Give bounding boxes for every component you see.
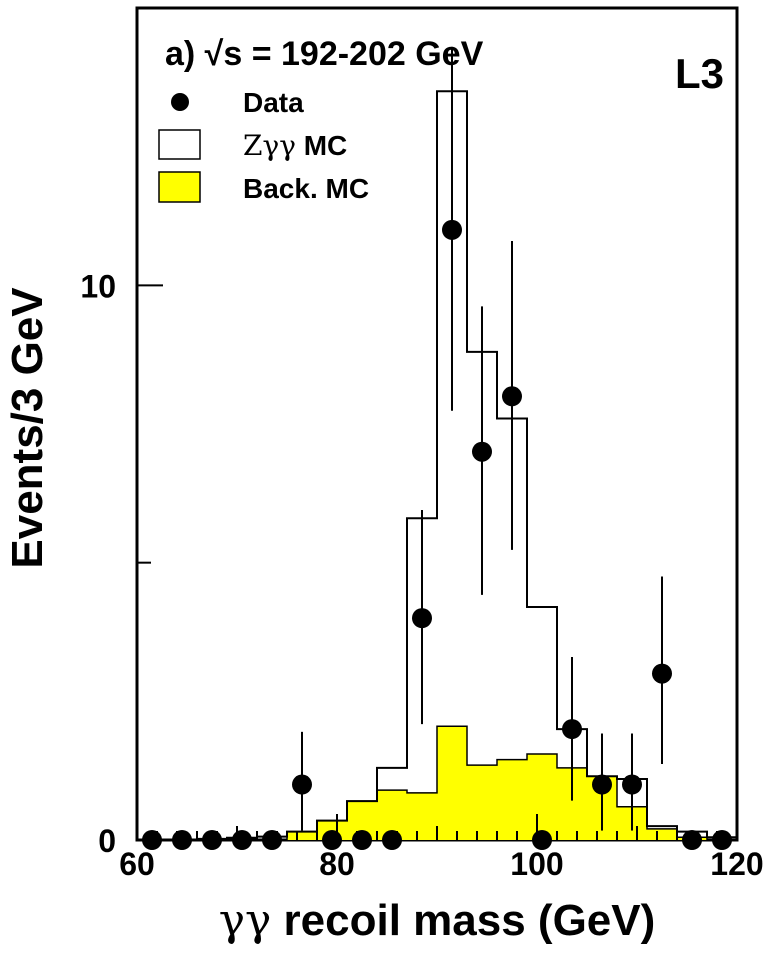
data-points	[142, 46, 732, 850]
background-bar	[497, 759, 527, 840]
y-axis-title: Events/3 GeV	[3, 287, 52, 569]
x-axis-title: γγ recoil mass (GeV)	[219, 895, 656, 946]
energy-annotation: a) √s = 192-202 GeV	[165, 35, 484, 73]
data-point	[442, 219, 462, 240]
data-point	[172, 830, 192, 850]
x-tick-label: 120	[710, 846, 763, 882]
data-point	[412, 608, 432, 629]
x-axis-title-text: recoil mass (GeV)	[271, 896, 655, 945]
data-point	[292, 774, 312, 795]
data-point	[352, 830, 372, 850]
legend-zgg-label: Zγγ MC	[243, 129, 347, 162]
data-point	[502, 386, 522, 407]
data-point	[682, 830, 702, 850]
background-bar	[467, 765, 497, 840]
data-point	[262, 830, 282, 850]
data-point	[382, 830, 402, 850]
axis-ticks	[136, 7, 738, 841]
legend-zgg-swatch	[158, 129, 201, 160]
legend-data-label: Data	[243, 87, 304, 118]
background-bar	[287, 831, 317, 840]
x-tick-label: 80	[319, 846, 355, 882]
y-tick-label: 0	[98, 823, 116, 859]
x-tick-label: 100	[510, 846, 563, 882]
background-bar	[407, 792, 437, 840]
x-axis-title-symbol: γγ	[219, 895, 272, 946]
background-bar	[437, 726, 467, 840]
legend-back-swatch	[158, 171, 201, 203]
legend: Data Zγγ MC Back. MC	[158, 87, 369, 204]
y-tick-label: 10	[80, 268, 116, 304]
legend-data-marker	[171, 93, 189, 111]
data-point	[472, 441, 492, 462]
legend-zgg-label-symbol: Zγγ	[243, 129, 296, 162]
data-point	[562, 719, 582, 740]
data-point	[652, 663, 672, 684]
legend-zgg-label-text: MC	[296, 130, 347, 161]
x-tick-label: 60	[119, 846, 155, 882]
data-point	[202, 830, 222, 850]
background-bar	[527, 754, 557, 840]
background-bar	[647, 828, 677, 840]
data-point	[232, 830, 252, 850]
data-point	[592, 774, 612, 795]
data-point	[622, 774, 642, 795]
legend-back-label: Back. MC	[243, 173, 369, 204]
tick-labels: 60 80 100 120 0 10	[80, 268, 763, 882]
experiment-label: L3	[675, 50, 724, 97]
